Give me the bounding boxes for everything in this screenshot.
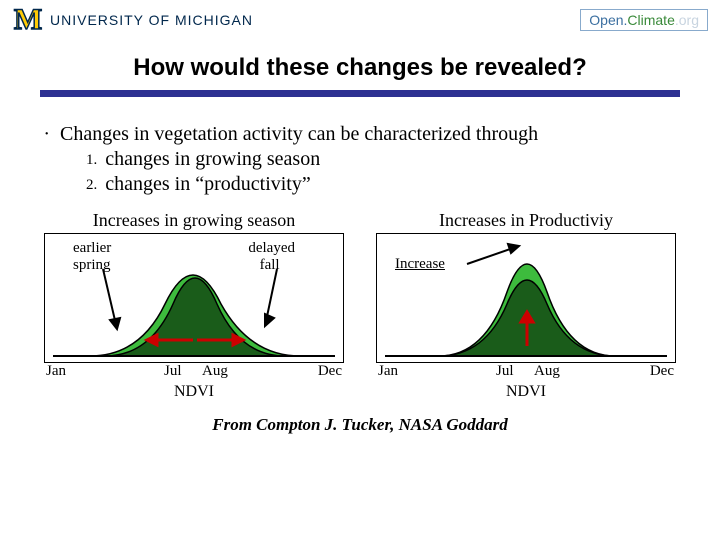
xtick-aug-left: Aug — [202, 363, 228, 380]
content-area: · Changes in vegetation activity can be … — [0, 97, 720, 435]
curve-svg-right — [377, 234, 675, 362]
sub-num-1: 1. — [86, 148, 97, 171]
diagram-productivity: Increases in Productiviy — [376, 210, 676, 401]
diagram-box-right: Increase — [376, 233, 676, 363]
xtick-dec-left: Dec — [318, 363, 342, 380]
diagram-title-left: Increases in growing season — [44, 210, 344, 231]
bullet-text: Changes in vegetation activity can be ch… — [60, 123, 538, 146]
um-logo: M UNIVERSITY OF MICHIGAN — [12, 6, 253, 34]
oc-open: Open. — [589, 12, 627, 28]
um-wordmark: UNIVERSITY OF MICHIGAN — [50, 12, 253, 28]
axis-caption-right: NDVI — [376, 383, 676, 401]
xtick-jan-left: Jan — [46, 363, 66, 380]
bullet-main: · Changes in vegetation activity can be … — [36, 123, 684, 146]
diagram-title-right: Increases in Productiviy — [376, 210, 676, 231]
xtick-jul-right: Jul — [496, 363, 514, 380]
oc-org: .org — [675, 12, 699, 28]
diagrams-row: Increases in growing season — [36, 210, 684, 401]
axis-caption-left: NDVI — [44, 383, 344, 401]
xtick-jul-left: Jul — [164, 363, 182, 380]
slide-title: How would these changes be revealed? — [0, 54, 720, 82]
sub-text-1: changes in growing season — [105, 148, 320, 171]
um-block-m-icon: M — [12, 6, 44, 34]
label-earlier-spring: earlier spring — [73, 240, 111, 274]
title-underline — [40, 90, 680, 97]
oc-climate: Climate — [627, 12, 674, 28]
label-delayed-fall: delayed fall — [248, 240, 295, 274]
slide-header: M UNIVERSITY OF MICHIGAN Open.Climate.or… — [0, 0, 720, 36]
bullet-dot-icon: · — [36, 123, 50, 146]
xtick-dec-right: Dec — [650, 363, 674, 380]
xtick-aug-right: Aug — [534, 363, 560, 380]
sub-num-2: 2. — [86, 173, 97, 196]
sub-text-2: changes in “productivity” — [105, 173, 311, 196]
openclimate-box: Open.Climate.org — [580, 9, 708, 31]
sub-item-2: 2. changes in “productivity” — [86, 173, 684, 196]
sub-item-1: 1. changes in growing season — [86, 148, 684, 171]
diagram-growing-season: Increases in growing season — [44, 210, 344, 401]
citation: From Compton J. Tucker, NASA Goddard — [36, 415, 684, 435]
label-increase: Increase — [395, 256, 445, 273]
xtick-jan-right: Jan — [378, 363, 398, 380]
diagram-box-left: earlier spring delayed fall — [44, 233, 344, 363]
